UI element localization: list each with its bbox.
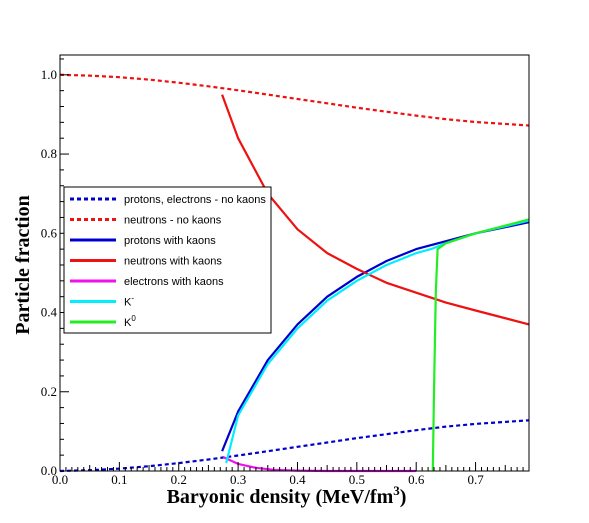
- legend: protons, electrons - no kaons neutrons - …: [63, 186, 272, 334]
- y-tick-label: 0.6: [41, 225, 58, 240]
- x-tick-label: 0.1: [111, 472, 127, 487]
- series-line-5: [225, 219, 530, 464]
- series-line-3: [221, 94, 530, 326]
- legend-label-text: K: [124, 297, 132, 309]
- legend-label-1: neutrons - no kaons: [124, 215, 222, 227]
- series-line-4: [222, 456, 417, 473]
- x-tick-label: 0.5: [349, 472, 365, 487]
- y-tick-label: 0.8: [41, 146, 57, 161]
- legend-label-0: protons, electrons - no kaons: [124, 194, 266, 206]
- legend-label-text: K: [124, 317, 132, 329]
- legend-label-6: K0: [124, 314, 136, 329]
- y-axis-label: Particle fraction: [12, 195, 34, 334]
- series-line-0: [59, 419, 530, 473]
- legend-label-text: neutrons with kaons: [124, 256, 222, 268]
- legend-label-text: protons, electrons - no kaons: [124, 194, 266, 206]
- plot-frame: [59, 54, 530, 472]
- x-tick-label: 0.6: [408, 472, 425, 487]
- legend-label-3: neutrons with kaons: [124, 256, 222, 268]
- series-line-1: [59, 73, 530, 127]
- x-axis-label-end: ): [400, 486, 407, 508]
- x-axis-label-main: Baryonic density (MeV/fm: [167, 486, 394, 508]
- legend-label-sup: -: [131, 294, 134, 303]
- x-axis-label-sup: 3: [393, 483, 400, 498]
- legend-label-text: protons with kaons: [124, 235, 216, 247]
- legend-label-5: K-: [124, 294, 134, 309]
- x-tick-label: 0.7: [467, 472, 484, 487]
- y-tick-label: 0.4: [41, 305, 58, 320]
- y-tick-label: 0.0: [41, 463, 57, 478]
- legend-label-sup: 0: [131, 314, 136, 323]
- y-tick-label: 1.0: [41, 67, 57, 82]
- x-tick-label: 0.2: [171, 472, 187, 487]
- x-tick-label: 0.3: [230, 472, 246, 487]
- legend-label-text: neutrons - no kaons: [124, 215, 222, 227]
- legend-label-2: protons with kaons: [124, 235, 216, 247]
- series-line-6: [431, 218, 530, 472]
- series-layer: [59, 73, 530, 473]
- legend-label-text: electrons with kaons: [124, 276, 224, 288]
- legend-label-4: electrons with kaons: [124, 276, 224, 288]
- x-axis-label: Baryonic density (MeV/fm3): [167, 483, 407, 508]
- y-tick-label: 0.2: [41, 384, 57, 399]
- series-line-2: [221, 221, 530, 452]
- x-tick-label: 0.4: [289, 472, 306, 487]
- x-tick-label: 0.0: [52, 472, 68, 487]
- ticks-layer: 0.0 0.1 0.2 0.3 0.4 0.5 0.6 0.7 0.0 0.2 0.4 0.6 0.8 1…: [41, 58, 524, 487]
